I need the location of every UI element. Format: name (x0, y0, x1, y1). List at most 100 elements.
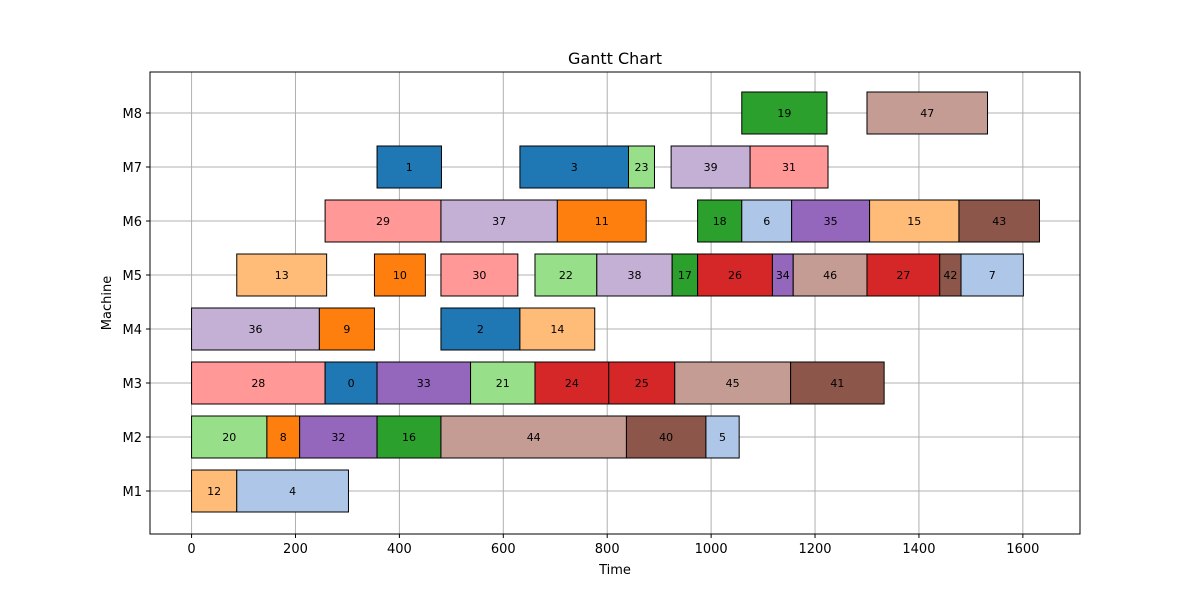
gantt-bar-label: 9 (343, 323, 350, 336)
x-tick-label: 1200 (798, 542, 831, 557)
gantt-bar-label: 33 (417, 377, 431, 390)
gantt-bar (697, 253, 773, 297)
gantt-bar-label: 43 (992, 215, 1006, 228)
y-tick-label: M3 (123, 377, 143, 392)
gantt-bar-label: 3 (571, 161, 578, 174)
x-axis-label: Time (598, 563, 631, 578)
gantt-bar (608, 361, 676, 405)
gantt-bar-label: 44 (527, 431, 541, 444)
gantt-bar-label: 14 (550, 323, 564, 336)
gantt-bar-label: 30 (472, 269, 486, 282)
gantt-bar (792, 253, 868, 297)
gantt-bar-label: 8 (280, 431, 287, 444)
gantt-bar-label: 26 (728, 269, 742, 282)
gantt-bar (440, 199, 558, 243)
gantt-bar (519, 145, 630, 189)
gantt-bar-label: 42 (943, 269, 957, 282)
x-tick-label: 400 (387, 542, 412, 557)
y-tick-label: M8 (123, 107, 143, 122)
gantt-bar-label: 25 (635, 377, 649, 390)
gantt-bar (741, 199, 793, 243)
gantt-bar (299, 415, 378, 459)
gantt-bar-label: 37 (492, 215, 506, 228)
x-tick-label: 0 (187, 542, 195, 557)
gantt-bar (324, 361, 378, 405)
gantt-bar (556, 199, 647, 243)
gantt-bar-label: 23 (634, 161, 648, 174)
plot-frame (149, 71, 1081, 535)
gantt-bar-label: 36 (248, 323, 262, 336)
gantt-bar-label: 47 (920, 107, 934, 120)
y-tick-label: M6 (123, 215, 143, 230)
chart-title: Gantt Chart (568, 49, 662, 68)
gantt-bar (749, 145, 829, 189)
gantt-bar (324, 199, 442, 243)
gantt-bar (440, 415, 627, 459)
gantt-bar (625, 415, 707, 459)
gantt-bar-label: 10 (393, 269, 407, 282)
gantt-bar (596, 253, 673, 297)
gantt-bar (191, 469, 238, 513)
gantt-bar (628, 145, 655, 189)
gantt-bar-label: 34 (776, 269, 790, 282)
gantt-bar (869, 199, 960, 243)
y-axis-label: Machine (100, 276, 115, 330)
x-tick-label: 1600 (1006, 542, 1039, 557)
gantt-bar (373, 253, 426, 297)
gantt-bar (705, 415, 740, 459)
gantt-bar-label: 0 (348, 377, 355, 390)
gantt-bar (440, 253, 519, 297)
gantt-bar (191, 307, 320, 351)
gantt-bar-label: 17 (678, 269, 692, 282)
gantt-bar-label: 4 (289, 485, 296, 498)
y-tick-label: M1 (123, 485, 143, 500)
gantt-bar-label: 35 (824, 215, 838, 228)
gantt-bar-label: 45 (726, 377, 740, 390)
gantt-bar (376, 145, 442, 189)
gantt-bar (790, 361, 885, 405)
ticks: 0 200 400 600 800 1000 1200 1400 1600M1M2M3M4M5M… (123, 107, 1040, 557)
gantt-bar (519, 307, 596, 351)
gantt-bar-label: 12 (207, 485, 221, 498)
y-tick-label: M4 (123, 323, 143, 338)
x-tick-label: 200 (283, 542, 308, 557)
gantt-bar-label: 22 (559, 269, 573, 282)
gantt-bar (191, 361, 326, 405)
gantt-bar-label: 16 (402, 431, 416, 444)
gantt-bar-label: 7 (989, 269, 996, 282)
gantt-bar-label: 11 (595, 215, 609, 228)
gantt-bar-label: 46 (823, 269, 837, 282)
gantt-bar (376, 361, 472, 405)
x-tick-label: 600 (491, 542, 516, 557)
gantt-bar-label: 15 (907, 215, 921, 228)
gantt-bar-label: 19 (777, 107, 791, 120)
x-tick-label: 1400 (902, 542, 935, 557)
y-tick-label: M5 (123, 269, 143, 284)
gantt-bar-label: 20 (222, 431, 236, 444)
gantt-bar (534, 361, 610, 405)
gantt-bar (440, 307, 521, 351)
gantt-bar-label: 18 (713, 215, 727, 228)
gantt-bar-label: 28 (251, 377, 265, 390)
gantt-bar (674, 361, 792, 405)
gantt-bar (866, 91, 989, 135)
gantt-bar (960, 253, 1024, 297)
gantt-bar-label: 38 (627, 269, 641, 282)
gantt-bar-label: 31 (782, 161, 796, 174)
gantt-bar (791, 199, 871, 243)
y-tick-label: M7 (123, 161, 143, 176)
gantt-bar (866, 253, 941, 297)
gantt-bar-label: 13 (275, 269, 289, 282)
gantt-bar-label: 21 (496, 377, 510, 390)
x-tick-label: 1000 (695, 542, 728, 557)
gantt-bar-label: 32 (331, 431, 345, 444)
gantt-bar-label: 5 (719, 431, 726, 444)
gantt-bar (376, 415, 442, 459)
gantt-bar-label: 41 (830, 377, 844, 390)
gantt-bar (470, 361, 536, 405)
gantt-bar (318, 307, 375, 351)
gantt-bar-label: 40 (659, 431, 673, 444)
